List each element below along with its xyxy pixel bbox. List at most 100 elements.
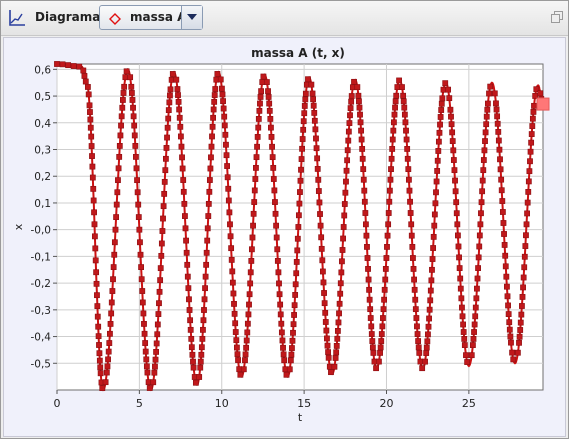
data-point-marker <box>115 177 121 184</box>
data-point-marker <box>88 133 95 140</box>
data-point-marker <box>99 385 106 392</box>
data-point-marker <box>118 122 124 129</box>
data-point-marker <box>248 258 255 264</box>
data-point-marker <box>249 234 256 241</box>
data-point-marker <box>300 118 307 125</box>
chart[interactable]: massa A (t, x) 0 5 10 15 20 25 0,6 0,5 0,4 0,3 0,2… <box>4 38 565 436</box>
data-point-marker <box>228 256 235 263</box>
data-point-marker <box>378 331 385 337</box>
data-point-marker <box>516 339 522 346</box>
data-point-marker <box>499 198 506 204</box>
data-point-marker <box>537 90 544 97</box>
data-point-marker <box>65 62 72 69</box>
data-point-marker <box>305 76 311 83</box>
data-point-marker <box>382 276 389 283</box>
data-point-marker <box>214 71 221 77</box>
data-point-marker <box>86 102 93 109</box>
data-point-marker <box>341 212 348 219</box>
data-point-marker <box>205 200 212 207</box>
data-point-marker <box>376 358 382 365</box>
data-point-marker <box>436 129 443 136</box>
data-point-marker <box>385 221 392 228</box>
data-point-marker <box>220 98 226 105</box>
data-point-marker <box>246 301 252 308</box>
data-point-marker <box>138 276 145 283</box>
data-point-marker <box>222 131 229 138</box>
data-point-marker <box>478 199 485 206</box>
data-point-marker <box>504 283 510 290</box>
data-point-marker <box>403 136 410 143</box>
data-point-marker <box>452 177 458 184</box>
data-point-marker <box>115 165 122 172</box>
data-point-marker <box>59 61 66 68</box>
series-selector[interactable]: massa A <box>99 5 203 30</box>
data-point-marker <box>432 200 439 207</box>
data-point-marker <box>91 221 98 228</box>
data-point-marker <box>225 185 232 192</box>
data-point-marker <box>479 188 486 195</box>
data-point-marker <box>202 273 209 280</box>
data-point-marker <box>410 266 417 272</box>
data-point-marker <box>414 323 420 330</box>
data-point-marker <box>221 113 228 120</box>
data-point-marker <box>286 366 293 373</box>
data-point-marker <box>458 295 465 302</box>
data-point-marker <box>482 129 489 136</box>
data-point-marker <box>165 115 172 122</box>
data-point-marker <box>96 357 103 364</box>
data-point-marker <box>357 111 363 118</box>
data-point-marker <box>431 222 438 229</box>
data-point-marker <box>188 335 195 342</box>
data-point-marker <box>474 275 481 282</box>
data-point-marker <box>530 109 537 115</box>
data-point-marker <box>244 320 251 327</box>
data-point-marker <box>498 176 505 183</box>
data-point-marker <box>405 166 412 173</box>
data-point-marker <box>108 299 115 306</box>
data-point-marker <box>157 277 164 284</box>
data-point-marker <box>390 127 397 134</box>
current-point-marker[interactable] <box>536 97 550 111</box>
data-point-marker <box>520 274 527 281</box>
data-point-marker <box>269 143 275 150</box>
data-point-marker <box>386 198 393 205</box>
data-point-marker <box>130 104 136 111</box>
data-point-marker <box>234 344 240 351</box>
data-point-marker <box>503 273 510 280</box>
data-point-marker <box>110 264 117 270</box>
data-point-marker <box>118 113 125 120</box>
data-point-marker <box>156 288 163 295</box>
data-point-marker <box>519 303 525 309</box>
data-point-marker <box>452 188 459 195</box>
data-point-marker <box>336 310 342 317</box>
data-point-marker <box>525 188 532 195</box>
data-point-marker <box>359 155 366 162</box>
data-point-marker <box>527 158 533 165</box>
data-point-marker <box>155 311 162 317</box>
dropdown-button[interactable] <box>181 6 202 29</box>
data-point-marker <box>377 349 383 356</box>
data-point-marker <box>206 188 213 195</box>
data-point-marker <box>70 63 77 69</box>
data-point-marker <box>117 132 124 139</box>
data-point-marker <box>473 295 480 302</box>
data-point-marker <box>401 104 408 111</box>
data-point-marker <box>434 157 441 164</box>
data-point-marker <box>105 348 112 355</box>
data-point-marker <box>324 342 331 349</box>
data-point-marker <box>314 155 321 162</box>
data-point-marker <box>457 285 464 292</box>
data-point-marker <box>442 80 449 87</box>
data-point-marker <box>169 71 176 77</box>
data-point-marker <box>192 379 199 386</box>
restore-window-icon[interactable] <box>551 11 563 23</box>
data-point-marker <box>269 154 276 161</box>
data-point-marker <box>456 265 463 271</box>
data-point-marker <box>119 97 126 103</box>
data-point-marker <box>363 232 370 239</box>
data-point-marker <box>407 210 414 216</box>
data-point-marker <box>493 106 500 113</box>
data-point-marker <box>481 147 488 154</box>
data-point-marker <box>278 320 285 327</box>
data-point-marker <box>132 143 139 149</box>
